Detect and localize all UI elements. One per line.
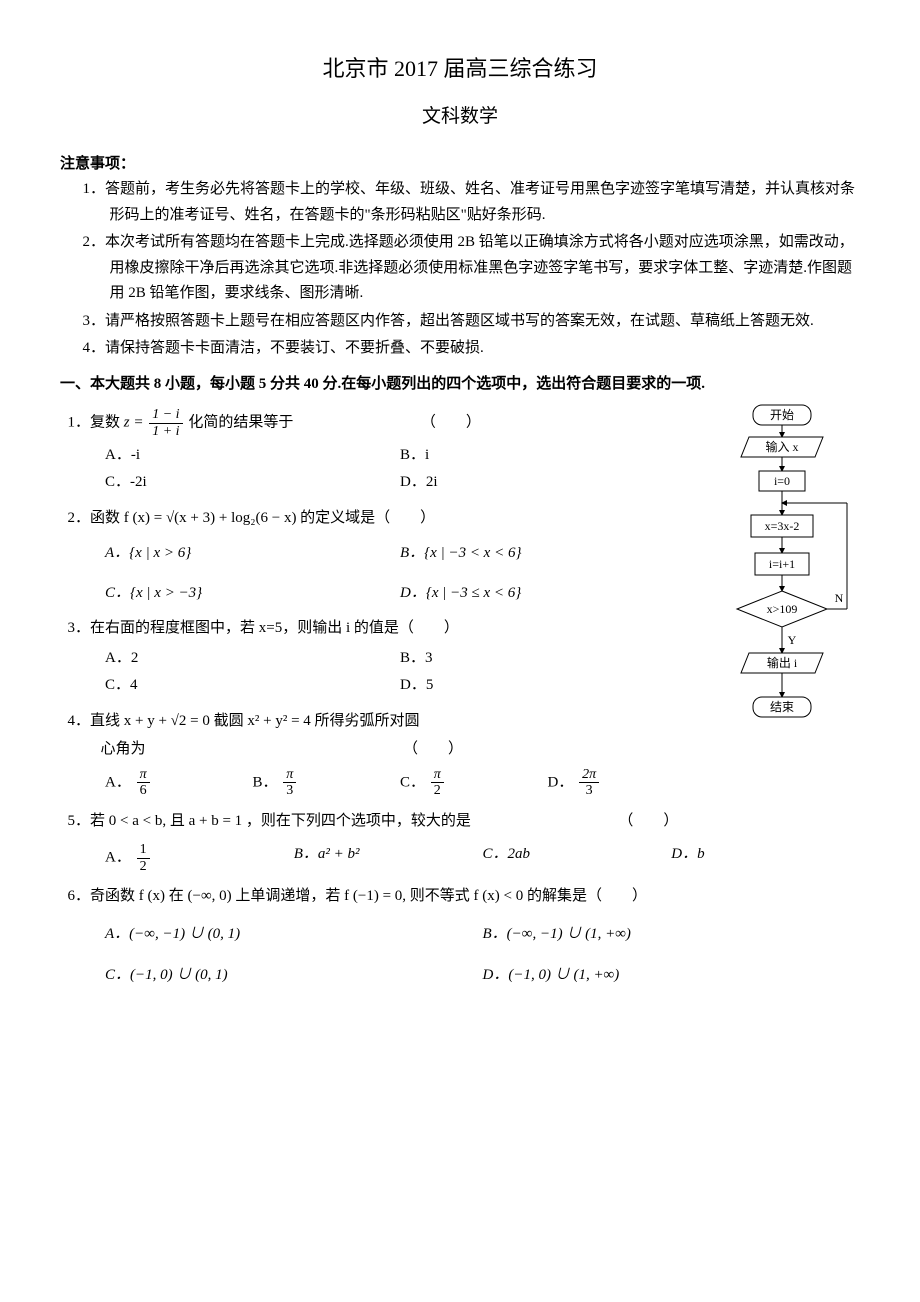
q1-stem-suffix: 化简的结果等于 (188, 415, 293, 431)
q4-b-pre: B． (253, 774, 278, 790)
answer-paren: （ ） (618, 813, 678, 829)
q2-opt-c: C．{x | x > −3} (105, 581, 400, 607)
flow-decision: x>109 (767, 602, 798, 616)
answer-paren: （ ） (421, 415, 481, 431)
q1-opt-d: D．2i (400, 470, 695, 496)
q4-c-num: π (431, 767, 444, 783)
section-1-head: 一、本大题共 8 小题，每小题 5 分共 40 分.在每小题列出的四个选项中，选… (60, 372, 860, 398)
q3-opt-a: A．2 (105, 646, 400, 672)
notice-item: 2．本次考试所有答题均在答题卡上完成.选择题必须使用 2B 铅笔以正确填涂方式将… (110, 230, 861, 307)
q1-frac-den: 1 + i (149, 424, 182, 439)
q4-d-den: 3 (579, 783, 599, 798)
q4-opt-d: D． 2π3 (548, 767, 696, 799)
flowchart: 开始 输入 x i=0 x=3x-2 i=i+1 x>109 N Y 输出 i … (705, 403, 860, 783)
q4-stem2: 心角为 (101, 741, 146, 757)
flow-step2: i=i+1 (769, 557, 795, 571)
q1-z-eq: z = (124, 415, 144, 431)
q2-opt-b: B．{x | −3 < x < 6} (400, 541, 695, 567)
q4-d-pre: D． (548, 774, 574, 790)
question-6: 6．奇函数 f (x) 在 (−∞, 0) 上单调递增，若 f (−1) = 0… (68, 884, 861, 989)
q4-opt-c: C． π2 (400, 767, 548, 799)
page-title: 北京市 2017 届高三综合练习 (60, 50, 860, 87)
q5-stem: 5．若 0 < a < b, 且 a + b = 1 ，则在下列四个选项中，较大… (68, 813, 471, 829)
answer-paren: （ ） (403, 741, 463, 757)
q4-opt-a: A． π6 (105, 767, 253, 799)
notice-label: 注意事项： (60, 152, 860, 178)
q5-a-den: 2 (137, 859, 150, 874)
q3-opt-d: D．5 (400, 673, 695, 699)
q1-fraction: 1 − i 1 + i (149, 407, 182, 439)
q6-opt-a: A．(−∞, −1) ∪ (0, 1) (105, 922, 483, 948)
q1-opt-c: C．-2i (105, 470, 400, 496)
flow-end: 结束 (770, 700, 794, 714)
q2-opt-d: D．{x | −3 ≤ x < 6} (400, 581, 695, 607)
q4-a-num: π (137, 767, 150, 783)
q6-stem: 6．奇函数 f (x) 在 (−∞, 0) 上单调递增，若 f (−1) = 0… (68, 884, 861, 910)
q1-stem-prefix: 1．复数 (68, 415, 124, 431)
flow-no-label: N (835, 591, 844, 605)
q5-a-num: 1 (137, 842, 150, 858)
q5-a-pre: A． (105, 850, 131, 866)
q6-opt-d: D．(−1, 0) ∪ (1, +∞) (483, 963, 861, 989)
notice-item: 1．答题前，考生务必先将答题卡上的学校、年级、班级、姓名、准考证号用黑色字迹签字… (110, 177, 861, 228)
page-subtitle: 文科数学 (60, 101, 860, 133)
q1-opt-a: A．-i (105, 443, 400, 469)
flow-yes-label: Y (788, 633, 797, 647)
q4-d-num: 2π (579, 767, 599, 783)
q4-b-den: 3 (283, 783, 296, 798)
q4-opt-b: B． π3 (253, 767, 401, 799)
question-5: 5．若 0 < a < b, 且 a + b = 1 ，则在下列四个选项中，较大… (68, 809, 861, 874)
q3-opt-c: C．4 (105, 673, 400, 699)
notice-item: 3．请严格按照答题卡上题号在相应答题区内作答，超出答题区域书写的答案无效，在试题… (110, 309, 861, 335)
q1-opt-b: B．i (400, 443, 695, 469)
q5-opt-d: D．b (671, 842, 860, 874)
q4-c-pre: C． (400, 774, 425, 790)
flow-step1: x=3x-2 (765, 519, 800, 533)
flow-input: 输入 x (765, 439, 798, 454)
flow-start: 开始 (770, 408, 794, 422)
q5-opt-b: B．a² + b² (294, 842, 483, 874)
q5-opt-a: A． 12 (105, 842, 294, 874)
q4-b-num: π (283, 767, 296, 783)
q3-opt-b: B．3 (400, 646, 695, 672)
q5-opt-c: C．2ab (483, 842, 672, 874)
notice-item: 4．请保持答题卡卡面清洁，不要装订、不要折叠、不要破损. (110, 336, 861, 362)
q4-a-pre: A． (105, 774, 131, 790)
q6-opt-b: B．(−∞, −1) ∪ (1, +∞) (483, 922, 861, 948)
q4-a-den: 6 (137, 783, 150, 798)
q4-c-den: 2 (431, 783, 444, 798)
notice-list: 1．答题前，考生务必先将答题卡上的学校、年级、班级、姓名、准考证号用黑色字迹签字… (83, 177, 861, 362)
flow-output: 输出 i (767, 655, 798, 670)
flow-init: i=0 (774, 474, 790, 488)
q2-opt-a: A．{x | x > 6} (105, 541, 400, 567)
q6-opt-c: C．(−1, 0) ∪ (0, 1) (105, 963, 483, 989)
q1-frac-num: 1 − i (149, 407, 182, 423)
